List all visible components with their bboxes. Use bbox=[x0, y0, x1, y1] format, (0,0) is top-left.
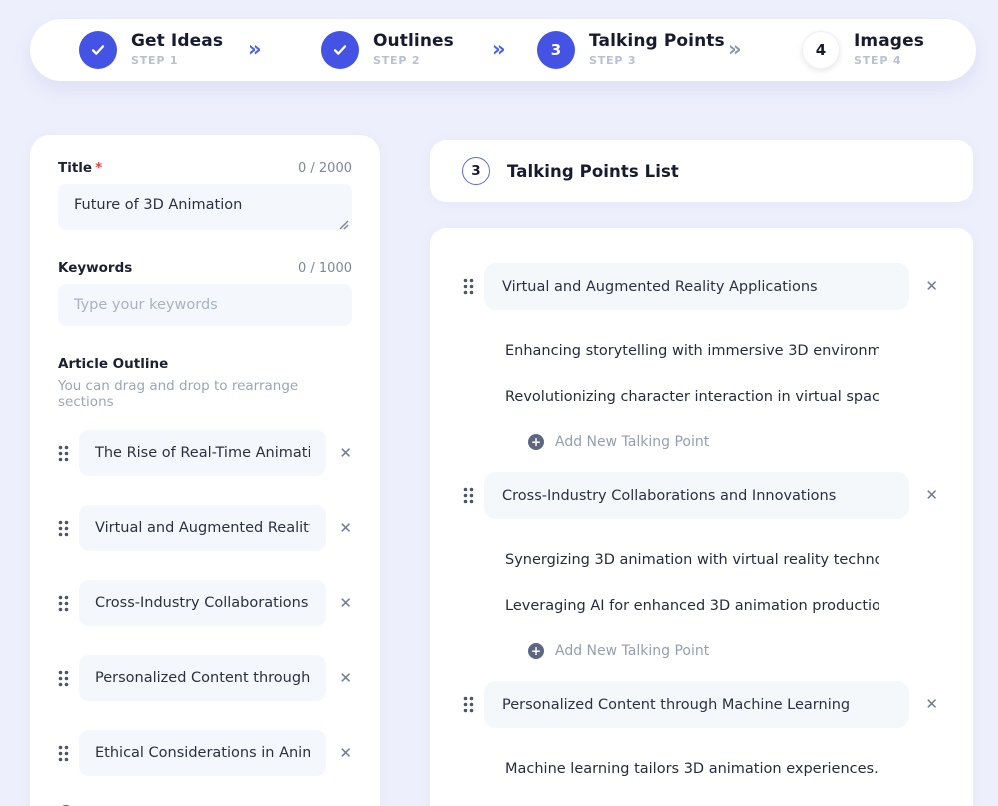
step-sublabel: STEP 1 bbox=[131, 53, 179, 67]
step-number-badge: 3 bbox=[462, 157, 490, 185]
group-title-input[interactable] bbox=[484, 681, 910, 728]
talking-points-header: 3 Talking Points List bbox=[430, 140, 973, 202]
talking-point-text[interactable]: Machine learning tailors 3D animation ex… bbox=[505, 761, 879, 777]
step-sublabel: STEP 3 bbox=[589, 53, 637, 67]
talking-point-text[interactable]: Revolutionizing character interaction in… bbox=[505, 389, 879, 405]
close-icon[interactable]: ✕ bbox=[925, 695, 938, 713]
article-setup-panel: Title * 0 / 2000 Future of 3D Animation K… bbox=[30, 135, 380, 806]
step-number-badge: 3 bbox=[537, 31, 575, 69]
keywords-label: Keywords bbox=[58, 260, 133, 276]
plus-icon: + bbox=[528, 434, 544, 450]
drag-handle-icon[interactable] bbox=[58, 595, 69, 612]
close-icon[interactable]: ✕ bbox=[925, 486, 938, 504]
plus-icon: + bbox=[528, 643, 544, 659]
outline-section-row: ✕ bbox=[58, 655, 352, 701]
stepper-bar: Get Ideas STEP 1 » Outlines STEP 2 » 3 T… bbox=[30, 19, 976, 81]
talking-point-group: ✕ Synergizing 3D animation with virtual … bbox=[463, 472, 938, 659]
step-label: Images bbox=[854, 31, 924, 52]
drag-handle-icon[interactable] bbox=[58, 520, 69, 537]
step-number: 4 bbox=[815, 41, 827, 59]
step-sublabel: STEP 2 bbox=[373, 53, 421, 67]
step-number-badge: 4 bbox=[802, 31, 840, 69]
talking-point-text[interactable]: Leveraging AI for enhanced 3D animation … bbox=[505, 598, 879, 614]
talking-point-text[interactable]: Synergizing 3D animation with virtual re… bbox=[505, 552, 879, 568]
chevron-double-icon: » bbox=[728, 37, 742, 62]
talking-points-panel: ✕ Enhancing storytelling with immersive … bbox=[430, 228, 973, 806]
talking-point-group: ✕ Machine learning tailors 3D animation … bbox=[463, 681, 938, 778]
talking-point-text[interactable]: Enhancing storytelling with immersive 3D… bbox=[505, 343, 879, 359]
step-label: Outlines bbox=[373, 31, 454, 52]
keywords-input[interactable] bbox=[58, 284, 352, 326]
title-label: Title * bbox=[58, 160, 103, 176]
drag-handle-icon[interactable] bbox=[58, 670, 69, 687]
title-input[interactable]: Future of 3D Animation bbox=[58, 184, 352, 230]
outline-section-input[interactable] bbox=[79, 430, 327, 476]
step-complete-icon bbox=[321, 31, 359, 69]
step-label: Get Ideas bbox=[131, 31, 224, 52]
resize-handle-icon[interactable] bbox=[339, 220, 349, 230]
outline-section-input[interactable] bbox=[79, 655, 327, 701]
close-icon[interactable]: ✕ bbox=[339, 668, 352, 687]
title-counter: 0 / 2000 bbox=[298, 161, 352, 176]
group-title-input[interactable] bbox=[484, 472, 910, 519]
drag-handle-icon[interactable] bbox=[463, 278, 474, 295]
drag-handle-icon[interactable] bbox=[58, 745, 69, 762]
outline-section-input[interactable] bbox=[79, 505, 327, 551]
group-title-input[interactable] bbox=[484, 263, 910, 310]
close-icon[interactable]: ✕ bbox=[339, 593, 352, 612]
drag-handle-icon[interactable] bbox=[58, 445, 69, 462]
step-sublabel: STEP 4 bbox=[854, 53, 902, 67]
close-icon[interactable]: ✕ bbox=[339, 518, 352, 537]
keywords-counter: 0 / 1000 bbox=[298, 261, 352, 276]
group-header-row: ✕ bbox=[463, 263, 938, 310]
article-outline-label: Article Outline bbox=[58, 356, 169, 372]
outline-section-row: ✕ bbox=[58, 580, 352, 626]
article-outline-hint: You can drag and drop to rearrange secti… bbox=[58, 378, 299, 410]
panel-title: Talking Points List bbox=[507, 161, 679, 181]
add-talking-point-button[interactable]: + Add New Talking Point bbox=[528, 434, 938, 450]
outline-section-list: ✕ ✕ ✕ ✕ ✕ bbox=[58, 430, 352, 776]
close-icon[interactable]: ✕ bbox=[339, 743, 352, 762]
step-complete-icon bbox=[79, 31, 117, 69]
close-icon[interactable]: ✕ bbox=[925, 277, 938, 295]
step-label: Talking Points bbox=[589, 31, 725, 52]
chevron-double-icon: » bbox=[492, 37, 506, 62]
step-outlines[interactable]: Outlines STEP 2 bbox=[321, 31, 454, 69]
add-talking-point-label: Add New Talking Point bbox=[555, 434, 710, 450]
step-images[interactable]: 4 Images STEP 4 bbox=[802, 31, 924, 69]
chevron-double-icon: » bbox=[248, 37, 262, 62]
step-talking-points[interactable]: 3 Talking Points STEP 3 bbox=[537, 31, 725, 69]
group-header-row: ✕ bbox=[463, 472, 938, 519]
drag-handle-icon[interactable] bbox=[463, 696, 474, 713]
outline-section-row: ✕ bbox=[58, 730, 352, 776]
outline-section-row: ✕ bbox=[58, 430, 352, 476]
required-mark: * bbox=[95, 160, 103, 176]
step-number: 3 bbox=[550, 41, 562, 59]
step-get-ideas[interactable]: Get Ideas STEP 1 bbox=[79, 31, 223, 69]
group-header-row: ✕ bbox=[463, 681, 938, 728]
talking-point-group: ✕ Enhancing storytelling with immersive … bbox=[463, 263, 938, 450]
outline-section-input[interactable] bbox=[79, 730, 327, 776]
drag-handle-icon[interactable] bbox=[463, 487, 474, 504]
outline-section-row: ✕ bbox=[58, 505, 352, 551]
outline-section-input[interactable] bbox=[79, 580, 327, 626]
add-talking-point-label: Add New Talking Point bbox=[555, 643, 710, 659]
close-icon[interactable]: ✕ bbox=[339, 443, 352, 462]
add-talking-point-button[interactable]: + Add New Talking Point bbox=[528, 643, 938, 659]
